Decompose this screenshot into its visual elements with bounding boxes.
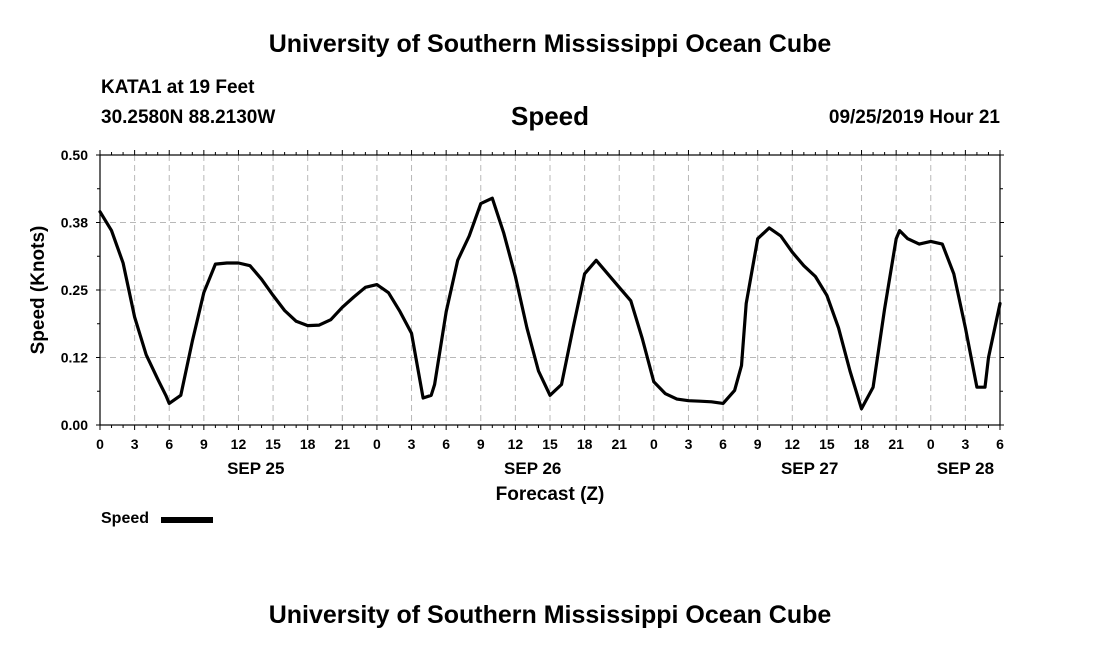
x-tick-label: 3 — [408, 436, 416, 452]
y-axis-ticks: 0.00 0.12 0.25 0.38 0.50 — [61, 147, 1004, 433]
legend-line-swatch — [161, 517, 213, 523]
page-title: University of Southern Mississippi Ocean… — [268, 30, 832, 58]
x-tick-label: 6 — [165, 436, 173, 452]
x-tick-label: 18 — [577, 436, 593, 452]
date-label: SEP 26 — [504, 459, 561, 478]
x-tick-label: 9 — [477, 436, 485, 452]
series-line-speed — [98, 196, 1002, 411]
x-tick-label: 3 — [961, 436, 969, 452]
x-tick-label: 15 — [265, 436, 281, 452]
x-tick-label: 18 — [300, 436, 316, 452]
coordinates-label: 30.2580N 88.2130W — [101, 107, 276, 128]
y-axis-label: Speed (Knots) — [28, 226, 49, 355]
x-axis-ticks: 0 3 6 9 12 15 18 21 0 3 6 9 12 15 18 21 0 3 6 9 12 15 18 21 0 3 6 — [96, 150, 1004, 452]
x-tick-label: 3 — [131, 436, 139, 452]
x-tick-label: 21 — [335, 436, 351, 452]
date-label: SEP 27 — [781, 459, 838, 478]
y-tick-label: 0.00 — [61, 417, 88, 433]
speed-series — [98, 196, 1002, 411]
x-tick-label: 0 — [373, 436, 381, 452]
x-tick-label: 0 — [96, 436, 104, 452]
x-tick-label: 3 — [685, 436, 693, 452]
date-label: SEP 25 — [227, 459, 284, 478]
x-tick-label: 9 — [200, 436, 208, 452]
x-tick-label: 6 — [442, 436, 450, 452]
x-tick-label: 0 — [927, 436, 935, 452]
variable-title: Speed — [510, 101, 590, 131]
y-tick-label: 0.25 — [61, 282, 88, 298]
x-tick-label: 12 — [785, 436, 801, 452]
x-tick-label: 12 — [231, 436, 247, 452]
chart-grid — [100, 155, 1000, 425]
x-tick-label: 18 — [854, 436, 870, 452]
date-label: SEP 28 — [937, 459, 994, 478]
x-axis-date-labels: SEP 25 SEP 26 SEP 27 SEP 28 — [227, 459, 994, 478]
x-tick-label: 0 — [650, 436, 658, 452]
y-tick-label: 0.38 — [61, 215, 88, 231]
x-tick-label: 21 — [611, 436, 627, 452]
y-tick-label: 0.50 — [61, 147, 88, 163]
footer-title: University of Southern Mississippi Ocean… — [268, 601, 832, 629]
x-axis-label: Forecast (Z) — [496, 484, 605, 505]
legend-label: Speed — [101, 510, 150, 527]
x-tick-label: 6 — [996, 436, 1004, 452]
station-label: KATA1 at 19 Feet — [101, 77, 255, 98]
x-tick-label: 6 — [719, 436, 727, 452]
x-tick-label: 15 — [819, 436, 835, 452]
y-tick-label: 0.12 — [61, 350, 88, 366]
plot-frame — [99, 154, 1001, 426]
x-tick-label: 21 — [888, 436, 904, 452]
x-tick-label: 15 — [542, 436, 558, 452]
datetime-label: 09/25/2019 Hour 21 — [828, 107, 1000, 128]
x-tick-label: 12 — [508, 436, 524, 452]
x-tick-label: 9 — [754, 436, 762, 452]
